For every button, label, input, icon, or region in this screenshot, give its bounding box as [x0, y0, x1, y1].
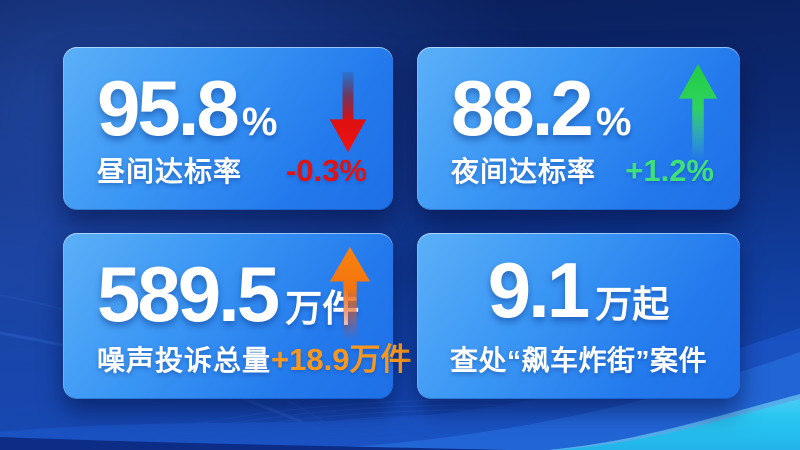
daytime-delta: -0.3%	[286, 153, 367, 188]
cases-value-row: 9.1 万起	[487, 245, 670, 334]
cases-label: 查处“飙车炸街”案件	[449, 345, 707, 377]
card-night-compliance-rate: 88.2 % 夜间达标率 +1.2%	[417, 47, 740, 210]
card-street-racing-cases: 9.1 万起 查处“飙车炸街”案件	[417, 233, 740, 399]
cases-unit: 万起	[595, 283, 670, 325]
trend-up-arrow-icon	[678, 64, 718, 160]
kpi-card-grid: 95.8 % 昼间达标率 -0.3%	[63, 47, 740, 399]
complaints-bottom-row: 噪声投诉总量 +18.9万件	[97, 334, 411, 379]
night-value: 88.2	[451, 64, 594, 152]
trend-down-arrow-icon	[329, 71, 367, 153]
night-bottom-row: 夜间达标率 +1.2%	[451, 150, 714, 190]
complaints-delta: +18.9万件	[271, 342, 412, 377]
trend-up-arrow-icon	[329, 247, 371, 339]
night-label: 夜间达标率	[451, 156, 597, 187]
cases-value: 9.1	[487, 245, 590, 334]
night-unit: %	[595, 100, 632, 144]
complaints-value: 589.5	[97, 250, 280, 338]
daytime-label: 昼间达标率	[97, 156, 243, 187]
daytime-bottom-row: 昼间达标率 -0.3%	[97, 150, 367, 190]
daytime-value: 95.8	[97, 64, 240, 152]
daytime-unit: %	[241, 100, 278, 144]
card-noise-complaints-total: 589.5 万件 噪声投诉总量 +18.9万件	[63, 233, 411, 399]
card-daytime-compliance-rate: 95.8 % 昼间达标率 -0.3%	[63, 47, 393, 210]
complaints-label: 噪声投诉总量	[97, 345, 272, 376]
night-value-row: 88.2 %	[451, 64, 714, 152]
daytime-value-row: 95.8 %	[97, 64, 367, 152]
